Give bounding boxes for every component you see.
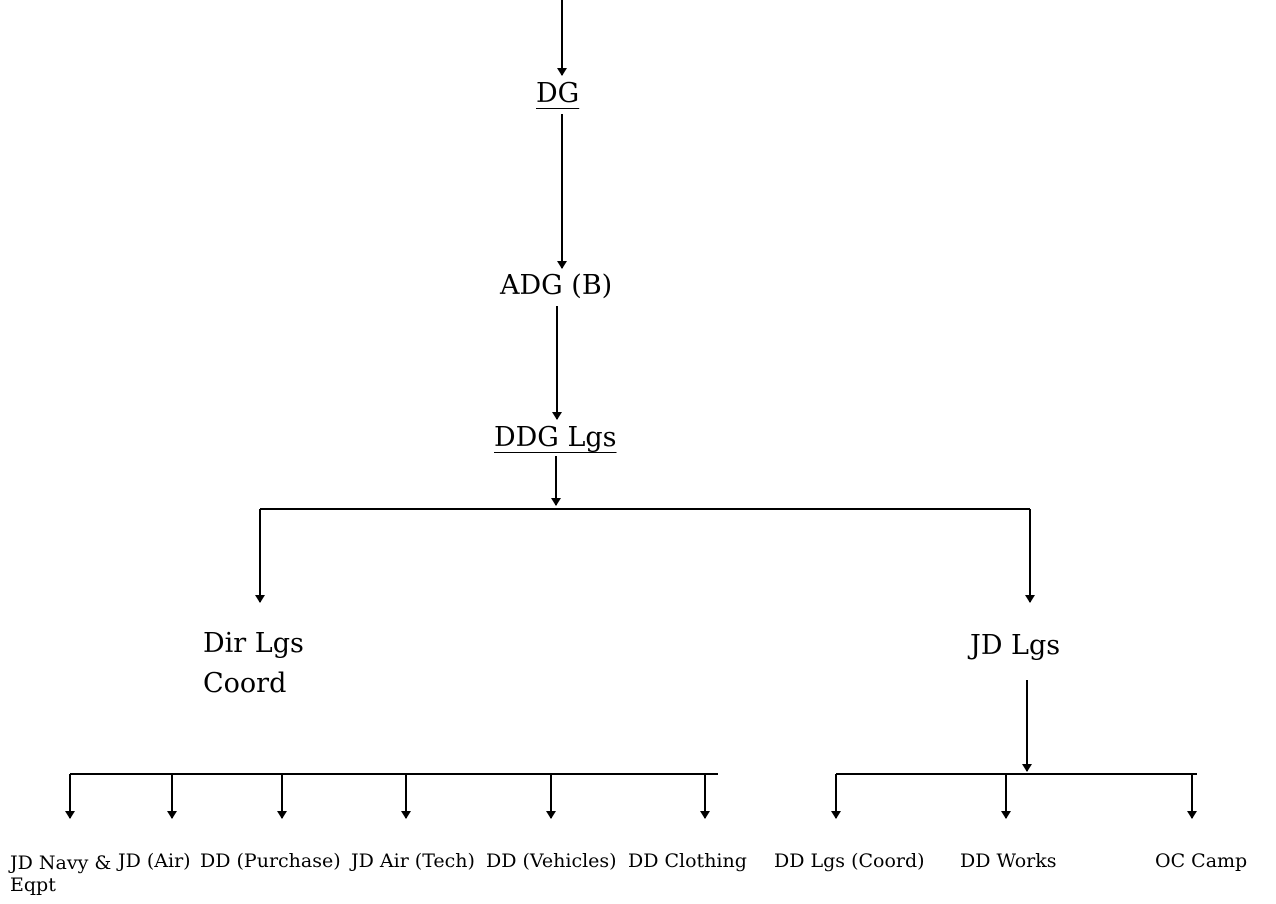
node-dir-lgs-coord: Dir Lgs Coord bbox=[203, 624, 304, 704]
node-ddg-lgs: DDG Lgs bbox=[494, 422, 617, 453]
node-adg-b: ADG (B) bbox=[500, 270, 613, 301]
node-dd-clothing: DD Clothing bbox=[628, 850, 747, 872]
node-dd-works: DD Works bbox=[960, 850, 1057, 872]
node-jd-navy-eqpt-line1: JD Navy & bbox=[10, 852, 112, 874]
node-dir-lgs-coord-line1: Dir Lgs bbox=[203, 628, 304, 659]
node-dd-purchase: DD (Purchase) bbox=[200, 850, 341, 872]
node-oc-camp: OC Camp bbox=[1155, 850, 1248, 872]
node-dir-lgs-coord-line2: Coord bbox=[203, 668, 287, 699]
node-jd-lgs: JD Lgs bbox=[970, 630, 1061, 661]
node-jd-navy-eqpt-line2: Eqpt bbox=[10, 874, 56, 896]
node-jd-air: JD (Air) bbox=[118, 850, 191, 872]
node-jd-navy-eqpt: JD Navy & Eqpt bbox=[10, 852, 111, 896]
node-jd-air-tech: JD Air (Tech) bbox=[351, 850, 475, 872]
node-dd-vehicles: DD (Vehicles) bbox=[486, 850, 617, 872]
node-dd-lgs-coord: DD Lgs (Coord) bbox=[774, 850, 925, 872]
node-dg: DG bbox=[536, 78, 580, 109]
